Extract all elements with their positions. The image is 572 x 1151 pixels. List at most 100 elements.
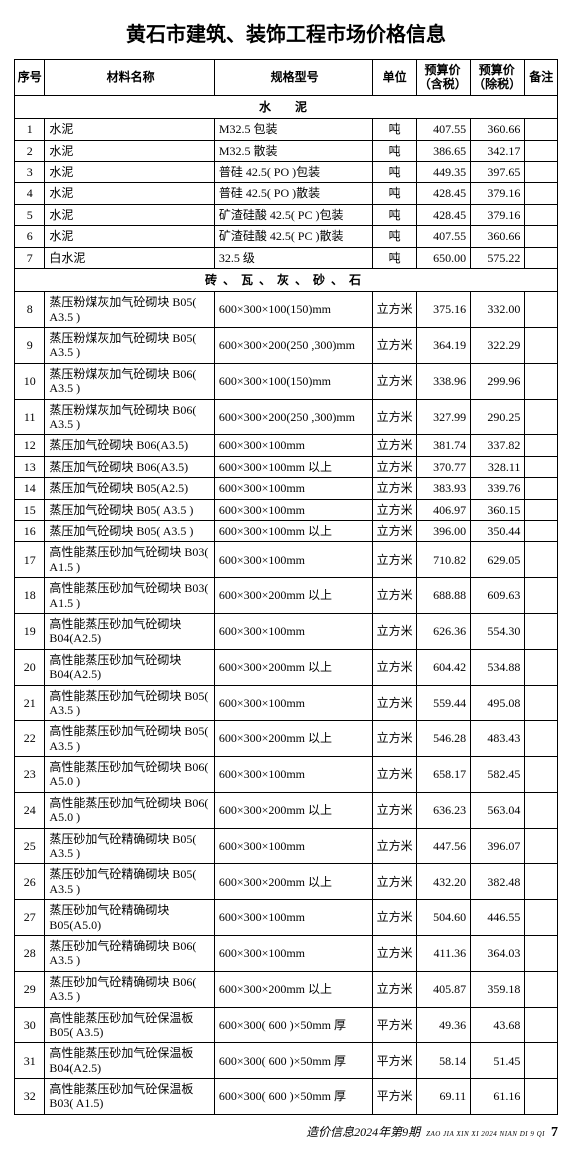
cell-name: 水泥 [45, 204, 214, 225]
cell-spec: 600×300×100mm [214, 613, 373, 649]
cell-note [525, 226, 558, 247]
cell-spec: 600×300×200mm 以上 [214, 721, 373, 757]
cell-unit: 吨 [373, 183, 416, 204]
cell-note [525, 456, 558, 477]
cell-name: 蒸压粉煤灰加气砼砌块 B05( A3.5 ) [45, 292, 214, 328]
col-p2-header: 预算价（除税） [471, 60, 525, 96]
table-row: 32高性能蒸压砂加气砼保温板 B03( A1.5)600×300( 600 )×… [15, 1079, 558, 1115]
cell-spec: 600×300×200(250 ,300)mm [214, 328, 373, 364]
cell-note [525, 1079, 558, 1115]
cell-p2: 396.07 [471, 828, 525, 864]
cell-p1: 327.99 [416, 399, 470, 435]
cell-p2: 339.76 [471, 478, 525, 499]
cell-p1: 407.55 [416, 119, 470, 140]
cell-name: 高性能蒸压砂加气砼砌块 B03( A1.5 ) [45, 542, 214, 578]
table-row: 26蒸压砂加气砼精确砌块 B05( A3.5 )600×300×200mm 以上… [15, 864, 558, 900]
cell-unit: 立方米 [373, 328, 416, 364]
cell-unit: 吨 [373, 119, 416, 140]
cell-spec: 600×300×100mm [214, 542, 373, 578]
cell-p2: 379.16 [471, 204, 525, 225]
cell-spec: 600×300×100(150)mm [214, 292, 373, 328]
cell-p1: 449.35 [416, 161, 470, 182]
cell-note [525, 935, 558, 971]
cell-p1: 405.87 [416, 971, 470, 1007]
cell-note [525, 721, 558, 757]
cell-name: 白水泥 [45, 247, 214, 268]
cell-unit: 吨 [373, 140, 416, 161]
cell-unit: 平方米 [373, 1043, 416, 1079]
cell-seq: 10 [15, 363, 45, 399]
cell-p1: 69.11 [416, 1079, 470, 1115]
cell-name: 高性能蒸压砂加气砼保温板 B04(A2.5) [45, 1043, 214, 1079]
table-row: 2水泥M32.5 散装吨386.65342.17 [15, 140, 558, 161]
cell-p1: 396.00 [416, 520, 470, 541]
cell-note [525, 435, 558, 456]
cell-p1: 650.00 [416, 247, 470, 268]
cell-seq: 11 [15, 399, 45, 435]
price-table: 序号 材料名称 规格型号 单位 预算价（含税） 预算价（除税） 备注 水 泥1水… [14, 59, 558, 1115]
cell-p1: 626.36 [416, 613, 470, 649]
cell-seq: 1 [15, 119, 45, 140]
cell-seq: 21 [15, 685, 45, 721]
cell-note [525, 1043, 558, 1079]
col-name-header: 材料名称 [45, 60, 214, 96]
footer-page: 7 [551, 1125, 558, 1141]
cell-unit: 立方米 [373, 399, 416, 435]
cell-seq: 3 [15, 161, 45, 182]
cell-p1: 383.93 [416, 478, 470, 499]
cell-spec: 600×300×200(250 ,300)mm [214, 399, 373, 435]
cell-seq: 16 [15, 520, 45, 541]
cell-p2: 328.11 [471, 456, 525, 477]
cell-note [525, 971, 558, 1007]
cell-seq: 30 [15, 1007, 45, 1043]
cell-note [525, 649, 558, 685]
cell-name: 蒸压砂加气砼精确砌块 B06( A3.5 ) [45, 935, 214, 971]
table-row: 25蒸压砂加气砼精确砌块 B05( A3.5 )600×300×100mm立方米… [15, 828, 558, 864]
col-note-header: 备注 [525, 60, 558, 96]
cell-spec: 600×300( 600 )×50mm 厚 [214, 1079, 373, 1115]
cell-spec: 600×300×100mm [214, 828, 373, 864]
cell-note [525, 757, 558, 793]
cell-p2: 554.30 [471, 613, 525, 649]
cell-p2: 495.08 [471, 685, 525, 721]
cell-p1: 688.88 [416, 578, 470, 614]
cell-unit: 立方米 [373, 613, 416, 649]
cell-name: 水泥 [45, 119, 214, 140]
cell-seq: 9 [15, 328, 45, 364]
cell-unit: 立方米 [373, 721, 416, 757]
table-row: 17高性能蒸压砂加气砼砌块 B03( A1.5 )600×300×100mm立方… [15, 542, 558, 578]
table-row: 19高性能蒸压砂加气砼砌块 B04(A2.5)600×300×100mm立方米6… [15, 613, 558, 649]
table-row: 14蒸压加气砼砌块 B05(A2.5)600×300×100mm立方米383.9… [15, 478, 558, 499]
cell-spec: 600×300×100mm [214, 900, 373, 936]
cell-unit: 立方米 [373, 478, 416, 499]
cell-seq: 6 [15, 226, 45, 247]
table-row: 10蒸压粉煤灰加气砼砌块 B06( A3.5 )600×300×100(150)… [15, 363, 558, 399]
cell-note [525, 161, 558, 182]
col-spec-header: 规格型号 [214, 60, 373, 96]
cell-p2: 582.45 [471, 757, 525, 793]
cell-spec: 矿渣硅酸 42.5( PC )散装 [214, 226, 373, 247]
cell-unit: 立方米 [373, 499, 416, 520]
cell-name: 蒸压砂加气砼精确砌块 B05( A3.5 ) [45, 864, 214, 900]
cell-spec: 600×300×200mm 以上 [214, 971, 373, 1007]
cell-name: 高性能蒸压砂加气砼保温板 B05( A3.5) [45, 1007, 214, 1043]
cell-p1: 504.60 [416, 900, 470, 936]
cell-spec: 矿渣硅酸 42.5( PC )包装 [214, 204, 373, 225]
cell-p2: 534.88 [471, 649, 525, 685]
cell-note [525, 685, 558, 721]
cell-seq: 15 [15, 499, 45, 520]
cell-unit: 立方米 [373, 900, 416, 936]
cell-unit: 吨 [373, 226, 416, 247]
cell-seq: 26 [15, 864, 45, 900]
cell-p2: 446.55 [471, 900, 525, 936]
cell-note [525, 792, 558, 828]
cell-spec: 600×300×100mm [214, 499, 373, 520]
section-label: 水 泥 [15, 95, 558, 118]
table-row: 31高性能蒸压砂加气砼保温板 B04(A2.5)600×300( 600 )×5… [15, 1043, 558, 1079]
cell-p1: 710.82 [416, 542, 470, 578]
cell-note [525, 864, 558, 900]
cell-note [525, 499, 558, 520]
cell-seq: 20 [15, 649, 45, 685]
cell-name: 高性能蒸压砂加气砼砌块 B04(A2.5) [45, 613, 214, 649]
cell-seq: 28 [15, 935, 45, 971]
